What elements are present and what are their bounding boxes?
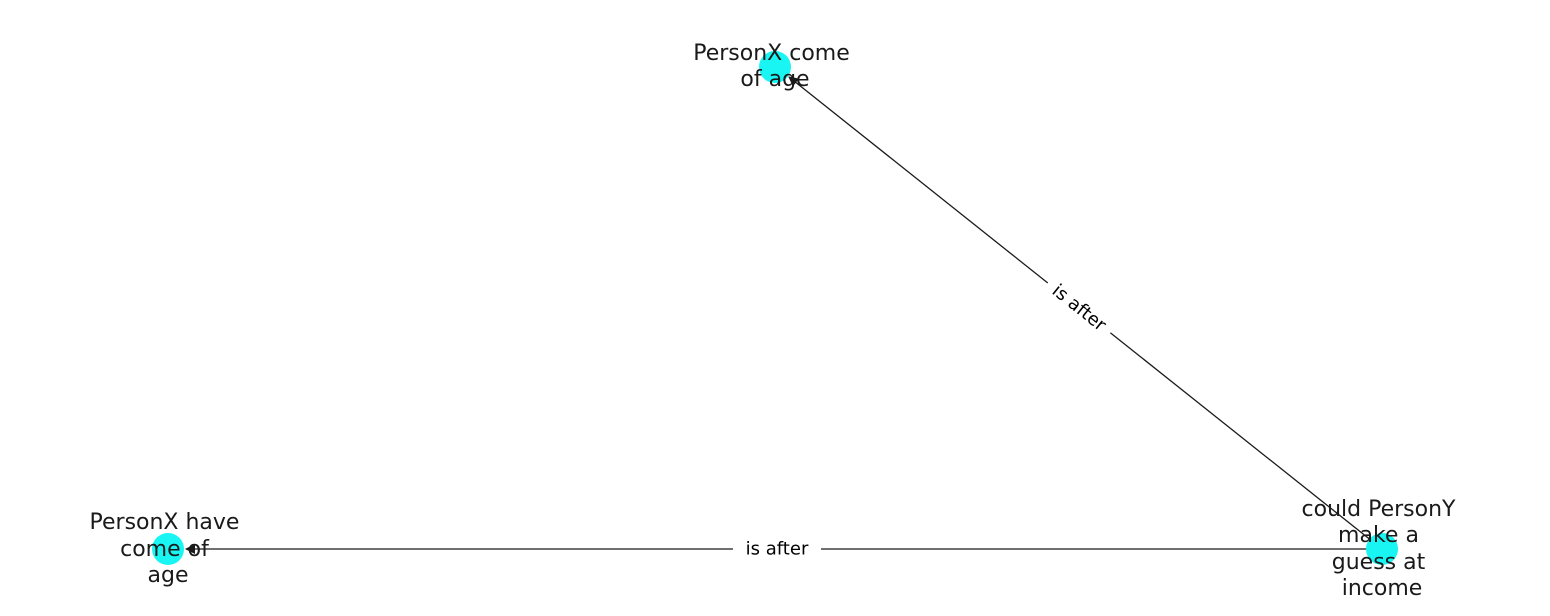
node-label-line: age (148, 563, 189, 588)
node-circle (759, 51, 791, 83)
edge-n3-n1: is after (788, 76, 1383, 550)
node-personx-have-come-of-age: PersonX have come of age (90, 510, 247, 588)
node-label-line: PersonX have (90, 510, 240, 535)
node-could-persony-make-a-guess-at-income: could PersonY make a guess at income (1302, 497, 1463, 601)
edge-n3-n2: is after (185, 536, 1382, 562)
node-label-line: could PersonY (1302, 497, 1456, 522)
node-label-line: guess at (1332, 550, 1426, 575)
node-label-line: income (1342, 576, 1423, 601)
node-circle (152, 533, 184, 565)
node-label: PersonX come of age (693, 41, 857, 92)
node-label: could PersonY make a guess at income (1302, 497, 1463, 601)
node-personx-come-of-age: PersonX come of age (693, 41, 857, 92)
edge-label: is after (1048, 280, 1111, 336)
node-label: PersonX have come of age (90, 510, 247, 588)
node-circle (1366, 533, 1398, 565)
edge-label-background (1039, 272, 1119, 344)
node-label-line: PersonX come (693, 41, 850, 66)
node-label-line: come of (120, 537, 210, 562)
edge-label-background (733, 536, 821, 562)
node-label-line: make a (1338, 523, 1419, 548)
node-label-line: of age (740, 67, 809, 92)
edge-label: is after (746, 539, 809, 560)
